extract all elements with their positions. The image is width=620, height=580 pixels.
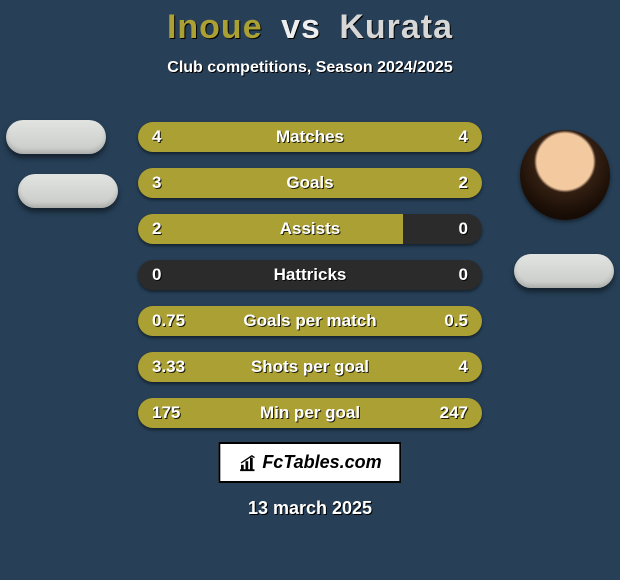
brand-badge: FcTables.com <box>218 442 401 483</box>
stat-bar-p2 <box>344 306 482 336</box>
stat-bar-p1 <box>138 214 403 244</box>
stat-bar-p1 <box>138 168 344 198</box>
stat-bar-p2 <box>344 168 482 198</box>
stat-bar-track <box>138 398 482 428</box>
player1-avatar-placeholder-bottom <box>18 174 118 208</box>
stat-bar-p1 <box>138 122 310 152</box>
stat-row: Goals32 <box>138 168 482 198</box>
player2-avatar <box>520 130 610 220</box>
stat-row: Shots per goal3.334 <box>138 352 482 382</box>
stat-row: Assists20 <box>138 214 482 244</box>
title: Inoue vs Kurata <box>0 0 620 47</box>
stat-row: Min per goal175247 <box>138 398 482 428</box>
title-player1: Inoue <box>167 8 263 46</box>
stat-bar-p1 <box>138 306 344 336</box>
subtitle: Club competitions, Season 2024/2025 <box>0 59 620 77</box>
stat-bar-p2 <box>310 122 482 152</box>
stat-bar-p1 <box>138 352 293 382</box>
title-player2: Kurata <box>339 8 453 46</box>
title-vs: vs <box>281 8 321 46</box>
chart-icon <box>238 454 256 472</box>
footer-date: 13 march 2025 <box>0 498 620 519</box>
stats-block: Matches44 Goals32 Assists20 Hattricks00 Goal… <box>138 122 482 444</box>
stat-bar-track <box>138 214 482 244</box>
player1-avatar-placeholder-top <box>6 120 106 154</box>
player2-club-placeholder <box>514 254 614 288</box>
stat-row: Goals per match0.750.5 <box>138 306 482 336</box>
comparison-infographic: Inoue vs Kurata Club competitions, Seaso… <box>0 0 620 580</box>
stat-bar-track <box>138 122 482 152</box>
stat-bar-track <box>138 352 482 382</box>
stat-bar-p2 <box>293 352 482 382</box>
stat-bar-track <box>138 260 482 290</box>
stat-bar-track <box>138 168 482 198</box>
stat-bar-track <box>138 306 482 336</box>
stat-row: Matches44 <box>138 122 482 152</box>
stat-row: Hattricks00 <box>138 260 482 290</box>
stat-bar-p2 <box>279 398 482 428</box>
player2-avatar-image <box>520 130 610 220</box>
stat-bar-p1 <box>138 398 279 428</box>
brand-text: FcTables.com <box>262 452 381 473</box>
